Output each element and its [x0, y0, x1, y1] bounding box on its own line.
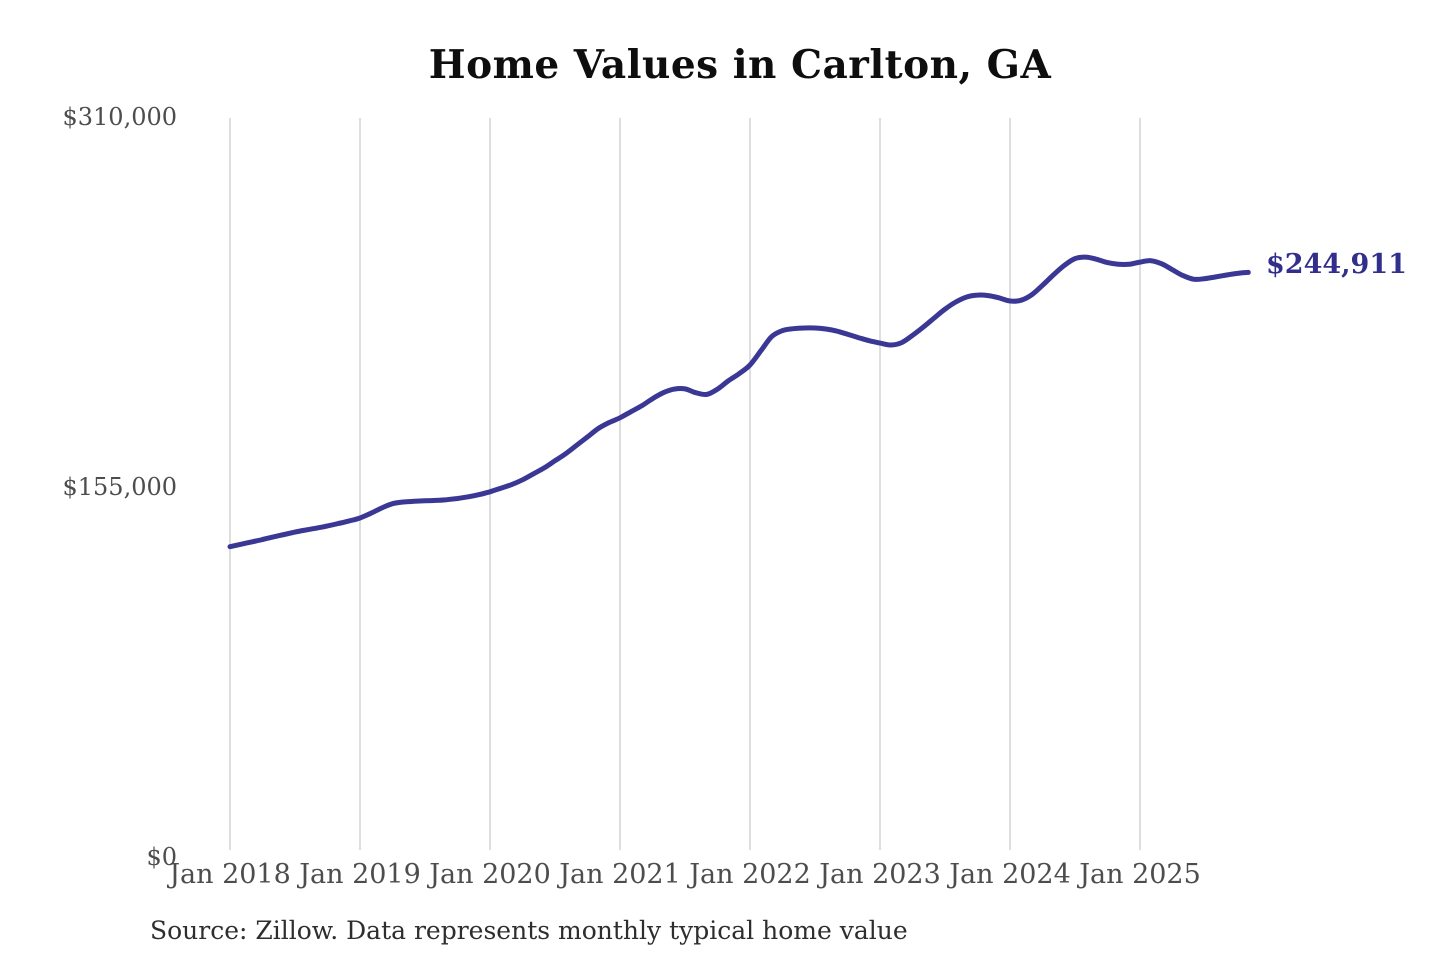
- y-axis-tick-label-top: $310,000: [62, 103, 177, 131]
- home-value-line: [227, 254, 1251, 550]
- x-axis-tick-label: Jan 2023: [819, 859, 941, 890]
- chart-title: Home Values in Carlton, GA: [428, 42, 1052, 88]
- y-axis-tick-label-middle: $155,000: [62, 473, 177, 501]
- latest-value-label: $244,911: [1266, 249, 1407, 280]
- source-note: Source: Zillow. Data represents monthly …: [150, 916, 908, 945]
- x-axis-tick-label: Jan 2024: [949, 859, 1071, 890]
- x-axis-tick-label: Jan 2025: [1079, 859, 1201, 890]
- y-axis-tick-label-zero: $0: [146, 843, 177, 871]
- x-axis-tick-label: Jan 2022: [689, 859, 811, 890]
- x-axis-tick-label: Jan 2019: [299, 859, 421, 890]
- x-axis-tick-label: Jan 2021: [559, 859, 681, 890]
- x-axis-tick-label: Jan 2020: [429, 859, 551, 890]
- x-axis-tick-label: Jan 2018: [169, 859, 291, 890]
